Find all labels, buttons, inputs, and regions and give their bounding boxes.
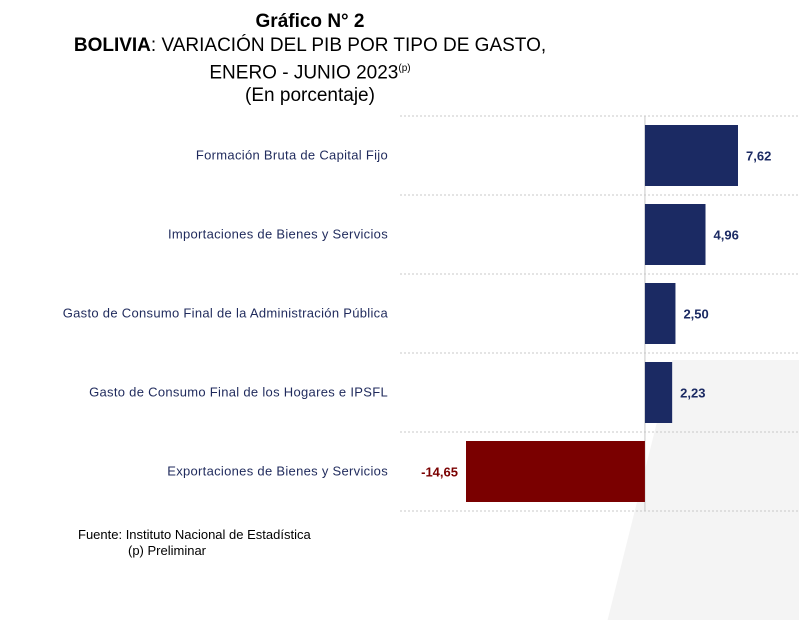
chart-period-superscript: (p) — [398, 63, 411, 74]
category-label: Formación Bruta de Capital Fijo — [196, 148, 388, 163]
chart-category-labels: Formación Bruta de Capital Fijo Importaci… — [63, 148, 389, 479]
preliminary-note: (p) Preliminar — [128, 543, 207, 558]
chart-title-block: Gráfico N° 2 BOLIVIA: VARIACIÓN DEL PIB … — [0, 10, 620, 107]
chart-title-country: BOLIVIA — [73, 35, 151, 56]
bar — [644, 283, 676, 344]
category-label: Importaciones de Bienes y Servicios — [168, 227, 388, 242]
chart-footer: Fuente: Instituto Nacional de Estadístic… — [78, 527, 311, 559]
chart-units: (En porcentaje) — [245, 85, 375, 107]
bar — [644, 362, 673, 423]
data-label: 7,62 — [746, 149, 771, 164]
source-note: Fuente: Instituto Nacional de Estadístic… — [78, 527, 311, 542]
bar-chart: Formación Bruta de Capital Fijo Importaci… — [63, 115, 799, 512]
bar — [644, 125, 738, 186]
category-label: Exportaciones de Bienes y Servicios — [167, 464, 388, 479]
category-label: Gasto de Consumo Final de los Hogares e … — [89, 385, 388, 400]
category-label: Gasto de Consumo Final de la Administrac… — [63, 306, 389, 321]
bar — [466, 441, 645, 502]
chart-value-labels: 7,62 4,96 2,50 2,23 -14,65 — [421, 149, 771, 480]
data-label: -14,65 — [421, 465, 458, 480]
bar — [644, 204, 706, 265]
data-label: 2,23 — [680, 386, 705, 401]
data-label: 2,50 — [683, 307, 708, 322]
chart-title-rest: : VARIACIÓN DEL PIB POR TIPO DE GASTO, — [150, 35, 547, 56]
chart-bars — [466, 125, 738, 502]
chart-number-title: Gráfico N° 2 — [255, 11, 365, 32]
chart-period-text: ENERO - JUNIO 2023 — [209, 62, 399, 84]
data-label: 4,96 — [714, 228, 739, 243]
chart-title: BOLIVIA: VARIACIÓN DEL PIB POR TIPO DE G… — [0, 34, 620, 57]
chart-period: ENERO - JUNIO 2023(p) — [0, 57, 620, 84]
